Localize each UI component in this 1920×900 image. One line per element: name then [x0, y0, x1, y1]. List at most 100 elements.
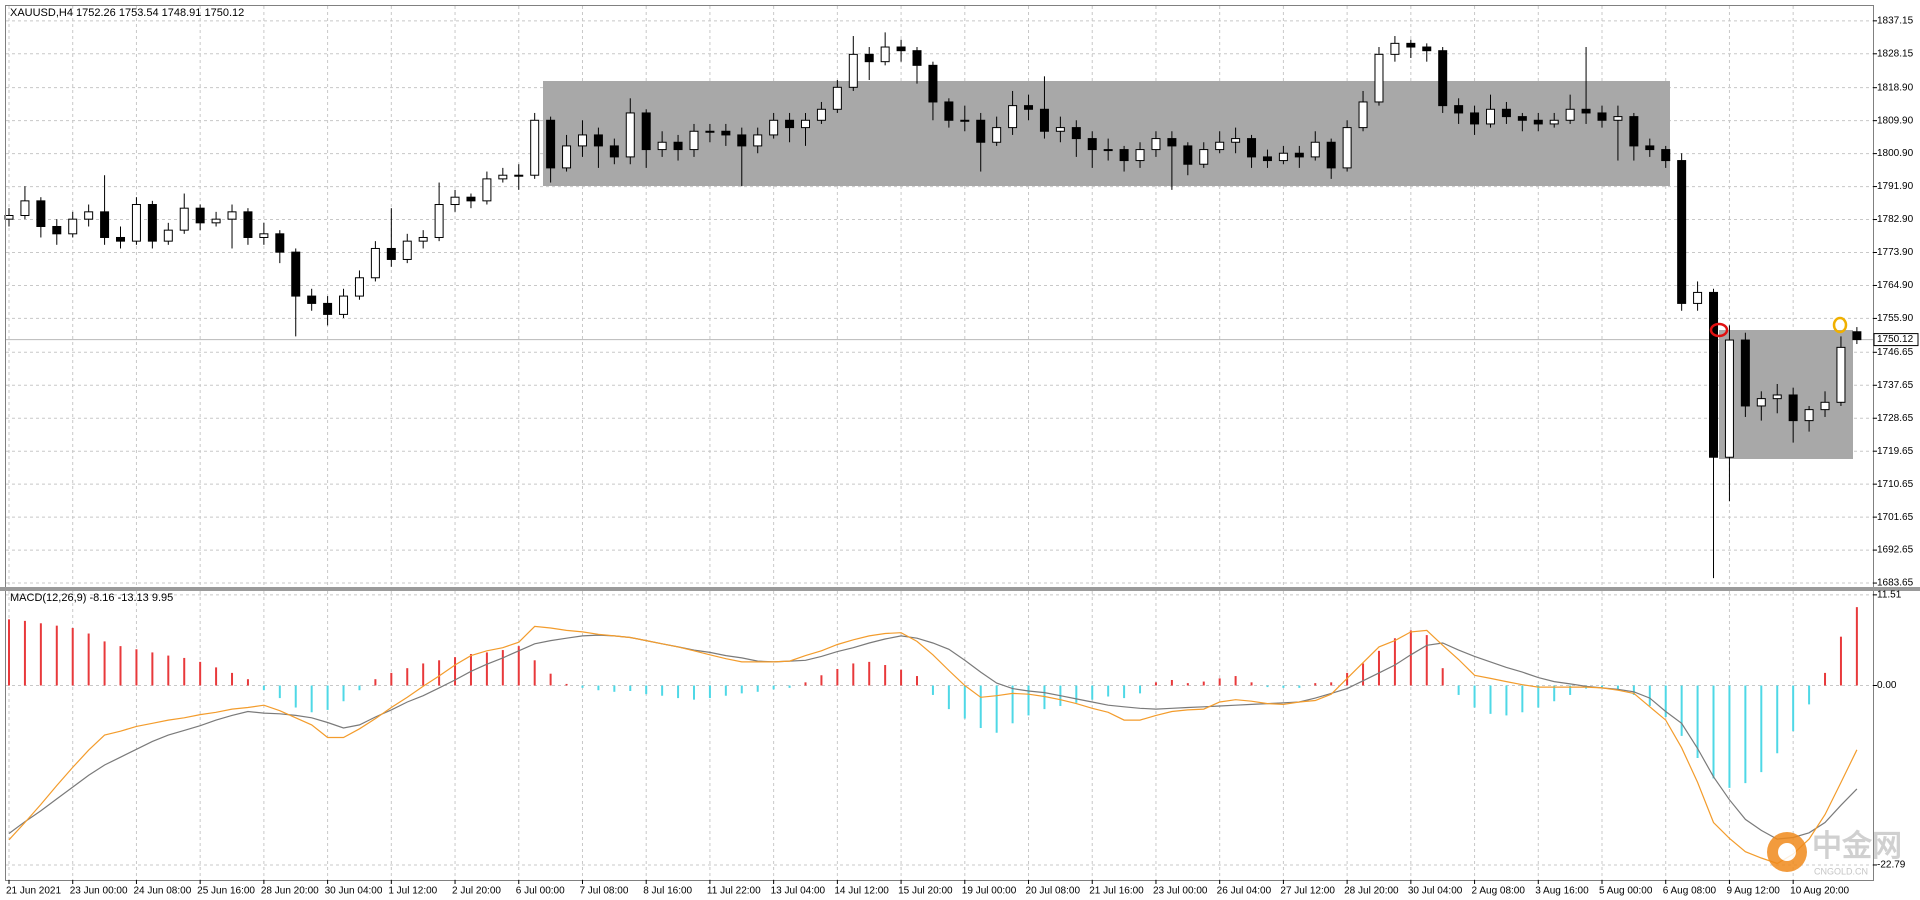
candle-body	[195, 207, 205, 224]
candle-body	[1247, 138, 1257, 158]
candle-body	[864, 53, 874, 63]
y-tick-label: 1791.90	[1877, 181, 1914, 192]
candle-body	[339, 295, 349, 315]
candle-body	[1183, 145, 1193, 165]
candle-body	[163, 229, 173, 242]
watermark-logo-inner	[1778, 843, 1796, 861]
pane-separator	[0, 587, 1920, 591]
x-tick-label: 8 Jul 16:00	[643, 886, 692, 897]
candle-body	[1756, 398, 1766, 407]
candle-body	[992, 127, 1002, 143]
candle-body	[737, 134, 747, 147]
y-tick-label: 1719.65	[1877, 446, 1914, 457]
candle-body	[466, 196, 476, 202]
candle-body	[1310, 141, 1320, 158]
candle-body	[323, 302, 333, 315]
candle-body	[147, 204, 157, 242]
macd-line	[8, 625, 1858, 865]
last-price-box	[1873, 333, 1919, 347]
x-tick-label: 6 Aug 08:00	[1663, 886, 1717, 897]
candle-body	[1804, 409, 1814, 422]
y-tick-label: 1818.90	[1877, 82, 1914, 93]
candle-body	[689, 130, 699, 151]
y-tick-label: 1683.65	[1877, 578, 1914, 589]
y-tick-label: 1701.65	[1877, 512, 1914, 523]
candle-body	[1501, 108, 1511, 118]
candle-body	[1629, 116, 1639, 147]
candle-body	[52, 225, 62, 235]
candle-body	[1438, 50, 1448, 107]
candle-body	[705, 130, 715, 133]
x-tick-label: 23 Jun 00:00	[70, 886, 128, 897]
candle-body	[1326, 141, 1336, 169]
x-tick-label: 11 Jul 22:00	[707, 886, 761, 897]
candle-body	[657, 141, 667, 151]
x-tick-label: 3 Aug 16:00	[1535, 886, 1589, 897]
candle-body	[1135, 149, 1145, 162]
x-tick-label: 6 Jul 00:00	[516, 886, 565, 897]
candle-body	[530, 119, 540, 176]
watermark: 中金网 CNGOLD.CN	[1767, 829, 1902, 876]
x-tick-label: 28 Jul 20:00	[1344, 886, 1399, 897]
candle-body	[1693, 291, 1703, 304]
candle-body	[1278, 152, 1288, 162]
candle-body	[68, 218, 78, 235]
candle-body	[291, 251, 301, 297]
x-tick-label: 21 Jun 2021	[6, 886, 61, 897]
x-tick-label: 24 Jun 08:00	[133, 886, 191, 897]
candle-body	[928, 64, 938, 103]
y-tick-label: 1692.65	[1877, 545, 1914, 556]
candle-body	[1709, 291, 1719, 458]
candle-body	[1055, 127, 1065, 132]
signal-line	[8, 634, 1858, 840]
candle-body	[386, 247, 396, 260]
candle-body	[960, 119, 970, 122]
marks	[4, 32, 1862, 865]
candle-body	[1517, 116, 1527, 121]
candle-body	[84, 211, 94, 220]
candle-body	[832, 86, 842, 110]
candle-body	[1358, 101, 1368, 129]
candle-body	[1087, 138, 1097, 151]
candle-body	[912, 50, 922, 66]
candle-body	[1852, 331, 1862, 341]
candle-body	[593, 134, 603, 147]
candle-body	[609, 145, 619, 158]
candle-body	[896, 46, 906, 52]
y-tick-label: 1764.90	[1877, 280, 1914, 291]
x-tick-label: 28 Jun 20:00	[261, 886, 319, 897]
indicator-title: MACD(12,26,9) -8.16 -13.13 9.95	[10, 592, 173, 604]
y-tick-label: 11.51	[1877, 589, 1902, 600]
x-tick-label: 14 Jul 12:00	[834, 886, 889, 897]
candle-body	[816, 108, 826, 121]
chart-title: XAUUSD,H4 1752.26 1753.54 1748.91 1750.1…	[10, 7, 244, 19]
candle-body	[1613, 116, 1623, 121]
candle-body	[785, 119, 795, 129]
x-tick-label: 26 Jul 04:00	[1217, 886, 1272, 897]
candle-body	[482, 178, 492, 202]
candle-body	[562, 145, 572, 169]
x-tick-label: 1 Jul 12:00	[388, 886, 437, 897]
candle-body	[1788, 394, 1798, 422]
candle-body	[1406, 42, 1416, 48]
candle-body	[1215, 141, 1225, 151]
watermark-site: CNGOLD.CN	[1814, 866, 1868, 876]
x-tick-label: 9 Aug 12:00	[1726, 886, 1780, 897]
candle-body	[721, 130, 731, 136]
candle-body	[243, 211, 253, 238]
candle-body	[179, 207, 189, 231]
y-tick-label: 1800.90	[1877, 148, 1914, 159]
candle-body	[1724, 339, 1734, 458]
candle-body	[577, 134, 587, 147]
candle-body	[625, 112, 635, 158]
candle-body	[1645, 145, 1655, 151]
candle-body	[1661, 149, 1671, 162]
x-tick-label: 7 Jul 08:00	[579, 886, 628, 897]
candle-body	[1199, 149, 1209, 165]
candle-body	[1262, 156, 1272, 162]
x-tick-label: 2 Jul 20:00	[452, 886, 501, 897]
x-tick-label: 21 Jul 16:00	[1089, 886, 1144, 897]
candle-body	[418, 236, 428, 242]
y-tick-label: -22.79	[1877, 860, 1906, 871]
